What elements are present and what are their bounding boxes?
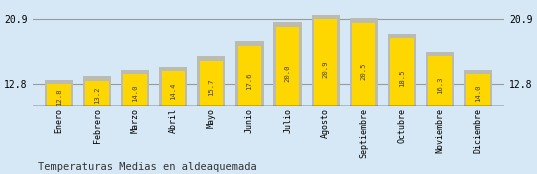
Bar <box>428 56 452 174</box>
Text: 13.2: 13.2 <box>94 87 100 104</box>
Text: 14.0: 14.0 <box>132 84 139 102</box>
Bar <box>275 26 299 174</box>
Bar <box>200 61 223 174</box>
Bar <box>162 71 185 174</box>
Bar <box>121 70 149 174</box>
Bar <box>235 41 264 174</box>
Text: 16.3: 16.3 <box>437 76 443 94</box>
Text: 20.5: 20.5 <box>361 62 367 80</box>
Text: 20.9: 20.9 <box>323 61 329 78</box>
Bar <box>159 67 187 174</box>
Bar <box>124 74 147 174</box>
Bar <box>238 46 262 174</box>
Text: Temperaturas Medias en aldeaquemada: Temperaturas Medias en aldeaquemada <box>38 162 256 172</box>
Text: 17.6: 17.6 <box>246 72 252 90</box>
Bar <box>314 19 337 174</box>
Bar <box>426 52 454 174</box>
Bar <box>83 76 111 174</box>
Text: 14.0: 14.0 <box>475 84 481 102</box>
Bar <box>466 74 490 174</box>
Bar <box>197 56 226 174</box>
Bar <box>464 70 492 174</box>
Bar <box>273 22 302 174</box>
Bar <box>350 18 378 174</box>
Bar <box>388 34 416 174</box>
Text: 15.7: 15.7 <box>208 78 214 96</box>
Bar <box>352 22 375 174</box>
Bar <box>311 15 340 174</box>
Bar <box>45 80 73 174</box>
Bar <box>47 84 71 174</box>
Text: 20.0: 20.0 <box>285 64 291 81</box>
Text: 12.8: 12.8 <box>56 88 62 106</box>
Text: 18.5: 18.5 <box>398 69 405 86</box>
Text: 14.4: 14.4 <box>170 83 176 100</box>
Bar <box>390 38 413 174</box>
Bar <box>85 81 109 174</box>
